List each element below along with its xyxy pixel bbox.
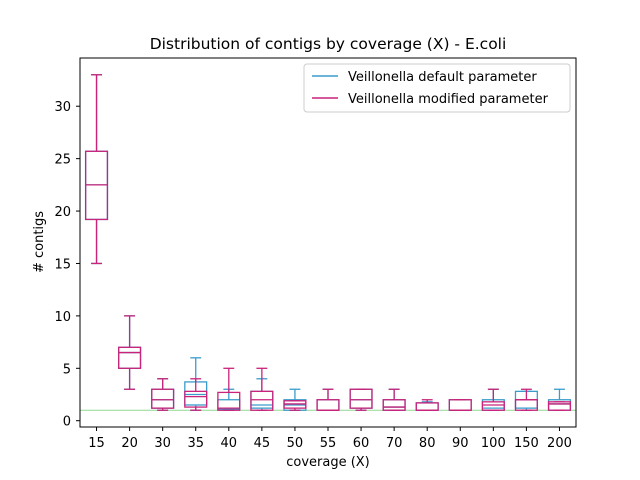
box-group [547, 401, 572, 411]
series-default [84, 74, 572, 411]
y-tick-label: 0 [63, 415, 71, 430]
series-modified [84, 74, 572, 411]
plot-frame [79, 57, 577, 428]
x-tick-label: 15 [88, 436, 105, 451]
box-group [415, 399, 439, 411]
plot-area [80, 74, 576, 411]
x-tick-label: 80 [419, 436, 436, 451]
x-tick-label: 50 [287, 436, 304, 451]
box-group [217, 367, 241, 411]
x-tick-label: 20 [121, 436, 138, 451]
legend-label-default: Veillonella default parameter [348, 70, 537, 85]
box-iqr [250, 390, 274, 411]
box-group [283, 388, 307, 411]
box-iqr [316, 399, 340, 411]
box-iqr [415, 402, 439, 411]
box-iqr [415, 402, 439, 411]
box-iqr [448, 399, 472, 411]
box-group [448, 399, 472, 411]
y-axis: 0 5 10 15 20 25 30 [54, 100, 80, 430]
box-group [250, 367, 274, 411]
box-group [514, 388, 538, 411]
y-tick-label: 25 [54, 153, 71, 168]
box-iqr [349, 388, 373, 409]
box-group [349, 388, 373, 411]
legend-label-modified: Veillonella modified parameter [348, 92, 549, 107]
y-tick-label: 30 [54, 100, 71, 115]
box-group [283, 400, 307, 411]
y-axis-label: # contigs [32, 211, 47, 273]
x-axis-label: coverage (X) [286, 455, 370, 470]
box-group [316, 388, 340, 411]
box-iqr [151, 388, 175, 409]
x-tick-label: 200 [547, 436, 572, 451]
box-iqr [184, 390, 208, 408]
y-tick-label: 15 [54, 257, 71, 272]
x-tick-label: 90 [452, 436, 469, 451]
legend-frame [303, 63, 571, 113]
box-iqr [349, 388, 373, 409]
x-tick-label: 55 [320, 436, 337, 451]
box-iqr [118, 346, 142, 369]
y-tick-label: 5 [63, 362, 71, 377]
chart-title: Distribution of contigs by coverage (X) … [150, 35, 507, 53]
box-group [84, 74, 109, 265]
x-tick-label: 100 [481, 436, 506, 451]
box-iqr [382, 399, 406, 411]
box-group [118, 315, 142, 390]
x-axis: 15 20 30 35 40 45 50 55 60 70 80 90 100 150 200 [88, 427, 572, 451]
x-tick-label: 70 [386, 436, 403, 451]
x-tick-label: 45 [254, 436, 271, 451]
box-group [382, 388, 406, 411]
box-iqr [118, 346, 142, 369]
x-tick-label: 35 [187, 436, 204, 451]
x-tick-label: 150 [514, 436, 539, 451]
box-iqr [316, 399, 340, 411]
box-iqr [448, 399, 472, 411]
legend: Veillonella default parameter Veillonell… [303, 63, 571, 113]
x-tick-label: 60 [353, 436, 370, 451]
box-iqr [481, 401, 505, 411]
box-group [184, 378, 208, 411]
box-group [151, 378, 175, 411]
box-iqr [547, 401, 572, 411]
box-group [481, 388, 505, 411]
box-group [547, 388, 572, 411]
y-tick-label: 10 [54, 310, 71, 325]
y-tick-label: 20 [54, 205, 71, 220]
x-tick-label: 40 [221, 436, 238, 451]
box-iqr [217, 391, 241, 411]
box-iqr [382, 399, 406, 411]
box-group [448, 399, 472, 411]
x-tick-label: 30 [154, 436, 171, 451]
box-iqr [151, 388, 175, 409]
